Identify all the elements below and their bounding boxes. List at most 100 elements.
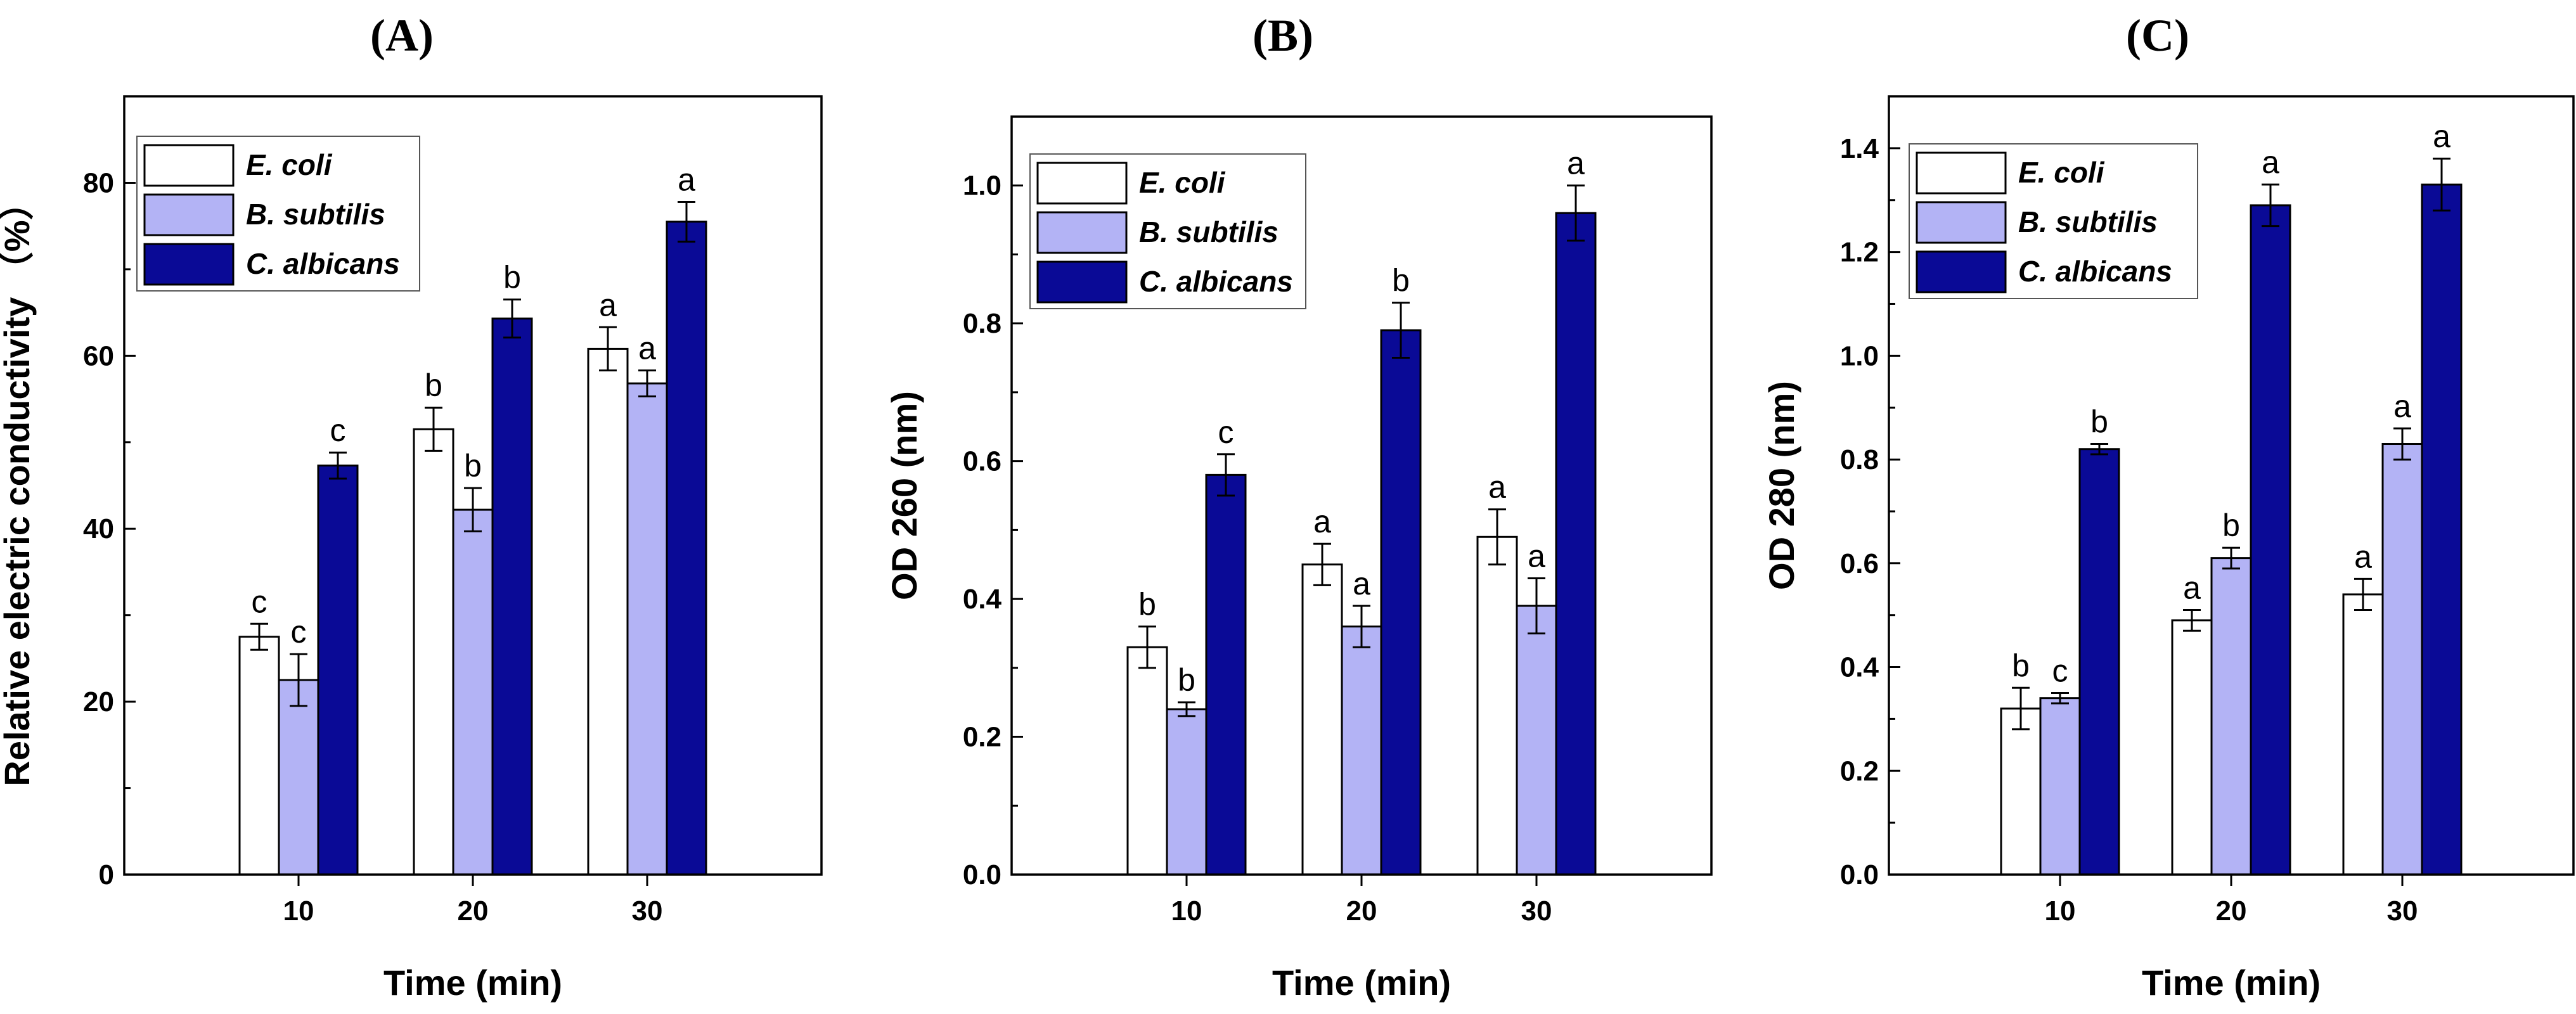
- significance-letter: a: [678, 162, 695, 197]
- legend: E. coli B. subtilis C. albicans: [136, 136, 420, 292]
- bar-c--albicans: [2421, 183, 2463, 876]
- y-tick-label: 1.0: [1840, 340, 1879, 371]
- bar-c--albicans: [666, 221, 707, 876]
- legend-label: E. coli: [2018, 156, 2105, 189]
- y-tick-label: 0.2: [963, 722, 1001, 753]
- significance-letter: a: [2354, 539, 2372, 574]
- legend-swatch-c--albicans: [1916, 250, 2007, 293]
- y-tick-label: 1.4: [1840, 133, 1879, 164]
- y-tick-label: 60: [83, 340, 114, 371]
- bar-b--subtilis: [1341, 626, 1382, 876]
- y-tick-label: 0.8: [963, 308, 1001, 339]
- legend-swatch-e--coli: [143, 144, 235, 187]
- bar-b--subtilis: [452, 508, 494, 876]
- chart-panel-a: (A) c b a c b a c b a 0 20 40 60 80 10 20 30 Time (min) Rel…: [0, 10, 823, 1003]
- y-tick-label: 0.6: [963, 446, 1001, 477]
- legend: E. coli B. subtilis C. albicans: [1909, 143, 2198, 299]
- legend-swatch-e--coli: [1916, 151, 2007, 195]
- y-axis-title: OD 260 (nm): [884, 391, 924, 600]
- legend-label: E. coli: [1139, 166, 1226, 199]
- x-tick-label: 10: [1171, 895, 1202, 927]
- bar-e--coli: [238, 636, 280, 876]
- y-tick-label: 0.4: [1840, 652, 1879, 683]
- legend-label: E. coli: [246, 148, 333, 181]
- x-tick-label: 10: [2045, 895, 2076, 927]
- bar-c--albicans: [317, 465, 359, 876]
- legend-label: C. albicans: [1139, 265, 1293, 298]
- bar-b--subtilis: [2210, 557, 2252, 876]
- bar-b--subtilis: [2381, 443, 2423, 876]
- bar-e--coli: [2171, 619, 2213, 876]
- bar-e--coli: [2342, 593, 2384, 876]
- y-tick-label: 0.6: [1840, 548, 1879, 579]
- bar-c--albicans: [2078, 448, 2120, 876]
- significance-letter: a: [2433, 119, 2450, 154]
- bar-e--coli: [1476, 536, 1518, 876]
- bar-e--coli: [1301, 563, 1343, 876]
- legend-swatch-b--subtilis: [1036, 211, 1128, 254]
- bar-c--albicans: [1380, 329, 1422, 876]
- bar-c--albicans: [491, 318, 533, 876]
- significance-letter: a: [2183, 570, 2201, 605]
- significance-letter: b: [2012, 648, 2030, 683]
- significance-letter: b: [1392, 263, 1410, 298]
- y-tick-label: 40: [83, 513, 114, 544]
- y-axis-title: Relative electric conductivity （%）: [0, 184, 37, 786]
- y-tick-label: 0.8: [1840, 444, 1879, 475]
- significance-letter: b: [1138, 587, 1156, 622]
- bar-b--subtilis: [626, 382, 668, 876]
- significance-letter: c: [291, 614, 307, 650]
- significance-letter: b: [425, 368, 442, 403]
- significance-letter: c: [252, 584, 267, 619]
- legend-swatch-e--coli: [1036, 162, 1128, 205]
- significance-letter: b: [464, 448, 482, 484]
- x-axis-title: Time (min): [1272, 963, 1451, 1003]
- bar-e--coli: [2000, 707, 2042, 876]
- panel-label: (B): [1253, 10, 1313, 61]
- significance-letter: c: [330, 413, 346, 448]
- significance-letter: a: [1528, 538, 1545, 574]
- significance-letter: a: [1567, 146, 1585, 181]
- y-tick-label: 0.4: [963, 584, 1002, 615]
- bar-c--albicans: [2250, 204, 2291, 876]
- significance-letter: a: [638, 331, 656, 366]
- y-axis-title: OD 280 (nm): [1761, 381, 1801, 590]
- significance-letter: b: [1178, 662, 1195, 698]
- significance-letter: a: [1488, 470, 1506, 505]
- y-tick-label: 0.2: [1840, 755, 1879, 786]
- bar-e--coli: [413, 428, 454, 876]
- x-tick-label: 20: [458, 895, 489, 927]
- legend-label: B. subtilis: [246, 198, 385, 231]
- bar-b--subtilis: [278, 679, 319, 876]
- significance-letter: b: [2222, 508, 2240, 543]
- significance-letter: a: [1353, 566, 1370, 601]
- significance-letter: c: [2052, 653, 2068, 688]
- significance-letter: a: [599, 287, 617, 323]
- x-axis-title: Time (min): [383, 963, 562, 1003]
- significance-letter: a: [1313, 504, 1331, 539]
- bar-b--subtilis: [2039, 697, 2081, 876]
- legend-label: B. subtilis: [2018, 205, 2158, 238]
- significance-letter: b: [503, 260, 521, 295]
- x-axis-title: Time (min): [2142, 963, 2321, 1003]
- bar-e--coli: [587, 347, 629, 876]
- significance-letter: a: [2393, 388, 2411, 424]
- legend-label: B. subtilis: [1139, 215, 1278, 248]
- bar-c--albicans: [1555, 212, 1597, 876]
- x-tick-label: 30: [632, 895, 663, 927]
- y-tick-label: 1.0: [963, 170, 1001, 202]
- y-tick-label: 0: [99, 859, 114, 890]
- x-tick-label: 30: [1521, 895, 1552, 927]
- y-tick-label: 0.0: [963, 859, 1001, 890]
- x-tick-label: 10: [283, 895, 314, 927]
- legend-label: C. albicans: [2018, 255, 2172, 288]
- panel-label: (C): [2126, 10, 2189, 61]
- significance-letter: b: [2090, 404, 2108, 440]
- y-tick-label: 1.2: [1840, 237, 1879, 268]
- x-tick-label: 30: [2387, 895, 2418, 927]
- bar-b--subtilis: [1516, 605, 1557, 876]
- panel-label: (A): [370, 10, 434, 61]
- legend: E. coli B. subtilis C. albicans: [1029, 153, 1306, 309]
